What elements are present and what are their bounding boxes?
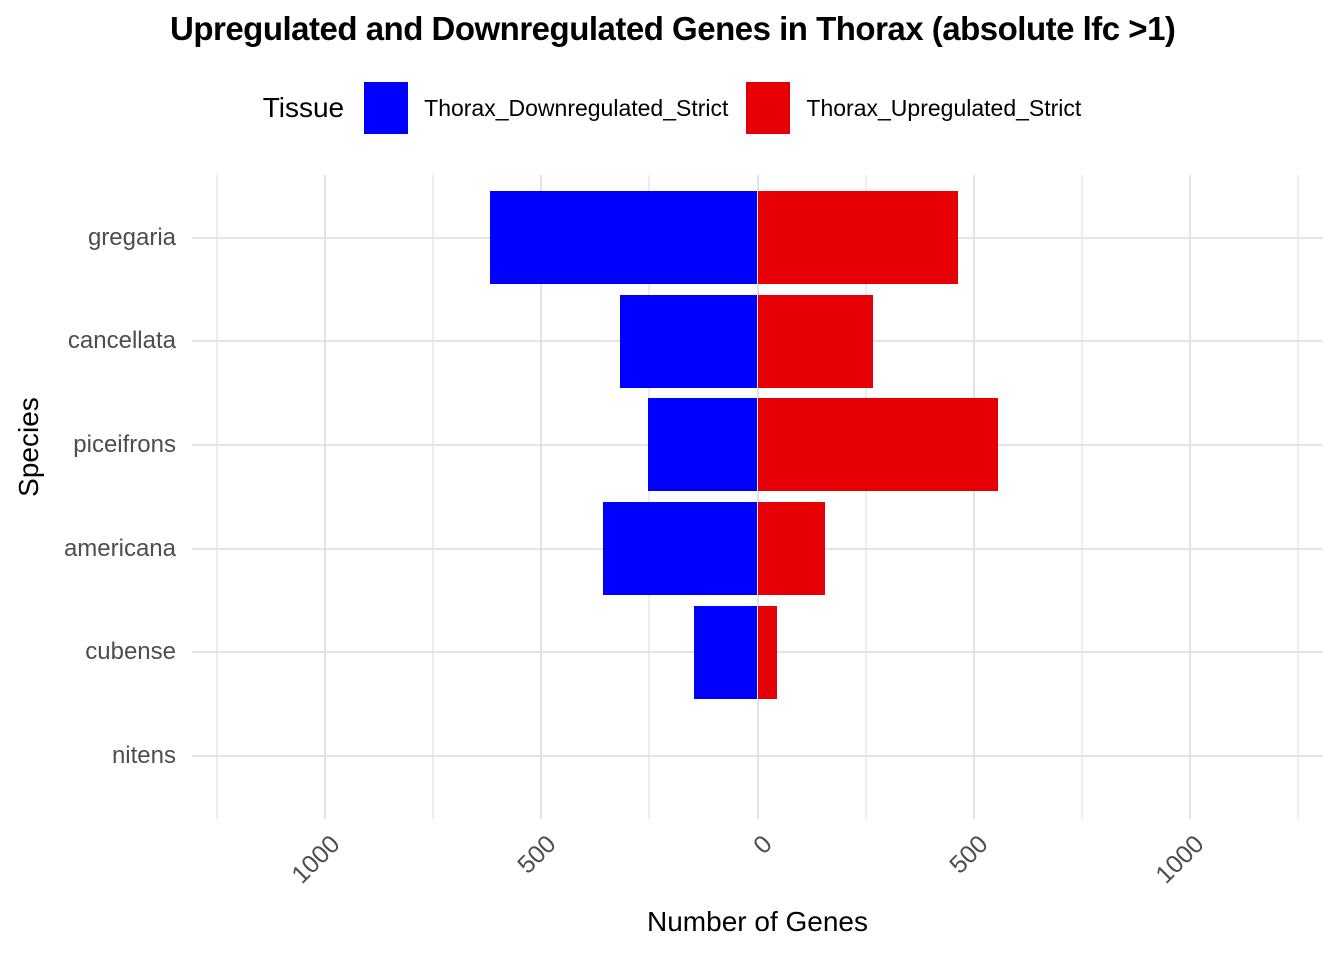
legend-title: Tissue [262, 92, 345, 123]
legend-label-downregulated: Thorax_Downregulated_Strict [424, 94, 729, 121]
legend-item-upregulated: Thorax_Upregulated_Strict [746, 82, 1081, 134]
gridline-vertical-major [324, 175, 327, 819]
x-axis-tick-label: 0 [747, 830, 778, 860]
y-axis-label-americana: americana [63, 534, 176, 562]
bar-piceifrons-downregulated [647, 398, 758, 492]
gridline-vertical-major [756, 175, 759, 819]
plot-panel [192, 175, 1323, 819]
bar-cubense-downregulated [693, 605, 758, 699]
y-axis-label-gregaria: gregaria [87, 223, 176, 251]
y-axis-label-cancellata: cancellata [67, 327, 176, 355]
chart-title: Upregulated and Downregulated Genes in T… [170, 10, 1176, 47]
legend-item-downregulated: Thorax_Downregulated_Strict [364, 82, 728, 134]
gridline-vertical-minor [216, 175, 219, 819]
legend-swatch-upregulated-icon [746, 82, 791, 134]
bar-gregaria-upregulated [757, 191, 959, 284]
y-axis-label-piceifrons: piceifrons [73, 430, 176, 458]
gridline-vertical-major [972, 175, 975, 819]
x-axis-tick-label: 1000 [286, 830, 346, 890]
legend-swatch-downregulated-icon [364, 82, 409, 134]
bar-americana-upregulated [757, 502, 825, 596]
x-axis-title: Number of Genes [647, 906, 868, 937]
gridline-vertical-minor [432, 175, 435, 819]
bar-piceifrons-upregulated [757, 398, 999, 492]
gridline-vertical-major [540, 175, 543, 819]
gridline-vertical-minor [864, 175, 867, 819]
gridline-vertical-minor [648, 175, 651, 819]
legend-label-upregulated: Thorax_Upregulated_Strict [806, 94, 1082, 121]
y-axis-title: Species [13, 397, 44, 497]
bar-cubense-upregulated [757, 605, 778, 699]
x-axis-tick-label: 500 [944, 830, 994, 880]
bar-americana-downregulated [603, 502, 758, 596]
x-axis-tick-label: 500 [512, 830, 562, 880]
x-axis-tick-label: 1000 [1150, 830, 1210, 890]
bar-gregaria-downregulated [489, 191, 758, 284]
bar-cancellata-downregulated [620, 294, 758, 388]
y-axis-label-nitens: nitens [111, 742, 176, 769]
legend: Tissue Thorax_Downregulated_Strict Thora… [0, 80, 1344, 136]
y-axis-label-cubense: cubense [85, 638, 176, 666]
gridline-horizontal-nitens [192, 755, 1323, 757]
gridline-vertical-major [1188, 175, 1191, 819]
bar-cancellata-upregulated [757, 294, 874, 388]
gridline-vertical-minor [1080, 175, 1083, 819]
gridline-vertical-minor [1296, 175, 1299, 819]
